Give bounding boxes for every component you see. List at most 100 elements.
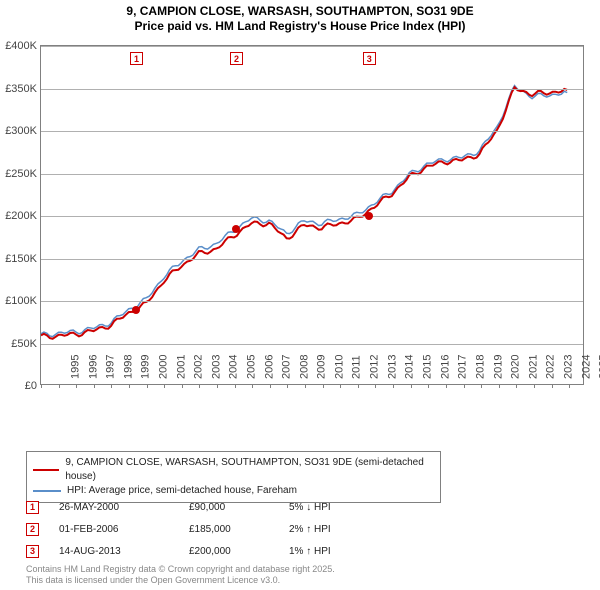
event-price: £200,000 — [189, 546, 289, 557]
x-axis-label: 2023 — [562, 355, 574, 379]
x-axis-label: 2001 — [175, 355, 187, 379]
legend-item-1: 9, CAMPION CLOSE, WARSASH, SOUTHAMPTON, … — [33, 456, 434, 484]
event-pct: 1% ↑ HPI — [289, 546, 331, 557]
sale-marker-box: 3 — [363, 52, 376, 65]
event-date: 01-FEB-2006 — [59, 524, 189, 535]
x-axis-label: 2020 — [510, 355, 522, 379]
x-tick — [375, 384, 376, 388]
chart-title: 9, CAMPION CLOSE, WARSASH, SOUTHAMPTON, … — [0, 0, 600, 34]
x-axis-label: 2006 — [263, 355, 275, 379]
x-axis-label: 2003 — [210, 355, 222, 379]
x-axis-label: 2016 — [439, 355, 451, 379]
y-axis-label: £50K — [0, 338, 37, 350]
x-axis-label: 2009 — [316, 355, 328, 379]
x-axis-label: 2011 — [350, 355, 362, 379]
x-axis-label: 2007 — [281, 355, 293, 379]
legend-swatch-2 — [33, 490, 61, 492]
x-tick — [340, 384, 341, 388]
x-tick — [199, 384, 200, 388]
footer-line-1: Contains HM Land Registry data © Crown c… — [26, 564, 335, 575]
x-axis-label: 2015 — [422, 355, 434, 379]
footer-line-2: This data is licensed under the Open Gov… — [26, 575, 335, 586]
x-axis-label: 1997 — [105, 355, 117, 379]
x-tick — [59, 384, 60, 388]
x-tick — [446, 384, 447, 388]
x-tick — [270, 384, 271, 388]
x-tick — [411, 384, 412, 388]
x-tick — [252, 384, 253, 388]
title-line-1: 9, CAMPION CLOSE, WARSASH, SOUTHAMPTON, … — [0, 4, 600, 19]
x-axis-label: 1995 — [69, 355, 81, 379]
chart-area: £0£50K£100K£150K£200K£250K£300K£350K£400… — [26, 45, 600, 415]
x-axis-label: 1996 — [87, 355, 99, 379]
y-axis-label: £200K — [0, 210, 37, 222]
gridline — [41, 301, 583, 302]
x-axis-label: 2024 — [580, 355, 592, 379]
x-tick — [182, 384, 183, 388]
x-tick — [111, 384, 112, 388]
x-tick — [147, 384, 148, 388]
y-axis-label: £150K — [0, 253, 37, 265]
legend-swatch-1 — [33, 469, 59, 471]
x-axis-label: 2017 — [457, 355, 469, 379]
footer-attribution: Contains HM Land Registry data © Crown c… — [26, 564, 335, 586]
event-date: 26-MAY-2000 — [59, 502, 189, 513]
x-tick — [358, 384, 359, 388]
x-tick — [305, 384, 306, 388]
gridline — [41, 89, 583, 90]
event-date: 14-AUG-2013 — [59, 546, 189, 557]
gridline — [41, 131, 583, 132]
x-tick — [534, 384, 535, 388]
x-tick — [129, 384, 130, 388]
x-tick — [428, 384, 429, 388]
x-tick — [217, 384, 218, 388]
event-price: £185,000 — [189, 524, 289, 535]
x-axis-label: 2019 — [492, 355, 504, 379]
event-pct: 5% ↓ HPI — [289, 502, 331, 513]
chart-container: 9, CAMPION CLOSE, WARSASH, SOUTHAMPTON, … — [0, 0, 600, 590]
event-num-box: 2 — [26, 523, 39, 536]
title-line-2: Price paid vs. HM Land Registry's House … — [0, 19, 600, 34]
sale-marker-dot — [232, 225, 240, 233]
x-tick — [76, 384, 77, 388]
x-axis-label: 2004 — [228, 355, 240, 379]
sale-marker-dot — [132, 306, 140, 314]
x-axis-label: 2012 — [369, 355, 381, 379]
x-axis-label: 2013 — [386, 355, 398, 379]
x-axis-label: 2021 — [527, 355, 539, 379]
x-tick — [287, 384, 288, 388]
line-series-svg — [41, 46, 583, 384]
x-tick — [499, 384, 500, 388]
y-axis-label: £250K — [0, 168, 37, 180]
sale-event-row: 2 01-FEB-2006£185,0002% ↑ HPI — [26, 518, 331, 540]
series-line — [41, 86, 567, 337]
gridline — [41, 174, 583, 175]
sale-marker-dot — [365, 212, 373, 220]
y-axis-label: £300K — [0, 125, 37, 137]
sale-event-row: 314-AUG-2013£200,0001% ↑ HPI — [26, 540, 331, 562]
x-tick — [164, 384, 165, 388]
sale-event-row: 1 26-MAY-2000£90,0005% ↓ HPI — [26, 496, 331, 518]
gridline — [41, 344, 583, 345]
y-axis-label: £350K — [0, 83, 37, 95]
x-tick — [569, 384, 570, 388]
gridline — [41, 46, 583, 47]
x-tick — [235, 384, 236, 388]
x-tick — [464, 384, 465, 388]
x-tick — [516, 384, 517, 388]
x-axis-label: 1999 — [140, 355, 152, 379]
sale-marker-box: 2 — [230, 52, 243, 65]
plot-region: £0£50K£100K£150K£200K£250K£300K£350K£400… — [40, 45, 584, 385]
event-price: £90,000 — [189, 502, 289, 513]
x-axis-label: 2010 — [334, 355, 346, 379]
x-tick — [41, 384, 42, 388]
x-axis-label: 2014 — [404, 355, 416, 379]
x-tick — [552, 384, 553, 388]
event-num-box: 1 — [26, 501, 39, 514]
x-axis-label: 2000 — [158, 355, 170, 379]
x-axis-label: 2002 — [193, 355, 205, 379]
sale-events-list: 1 26-MAY-2000£90,0005% ↓ HPI 2 01-FEB-2006£… — [26, 496, 331, 562]
sale-marker-box: 1 — [130, 52, 143, 65]
event-pct: 2% ↑ HPI — [289, 524, 331, 535]
x-axis-label: 2018 — [474, 355, 486, 379]
